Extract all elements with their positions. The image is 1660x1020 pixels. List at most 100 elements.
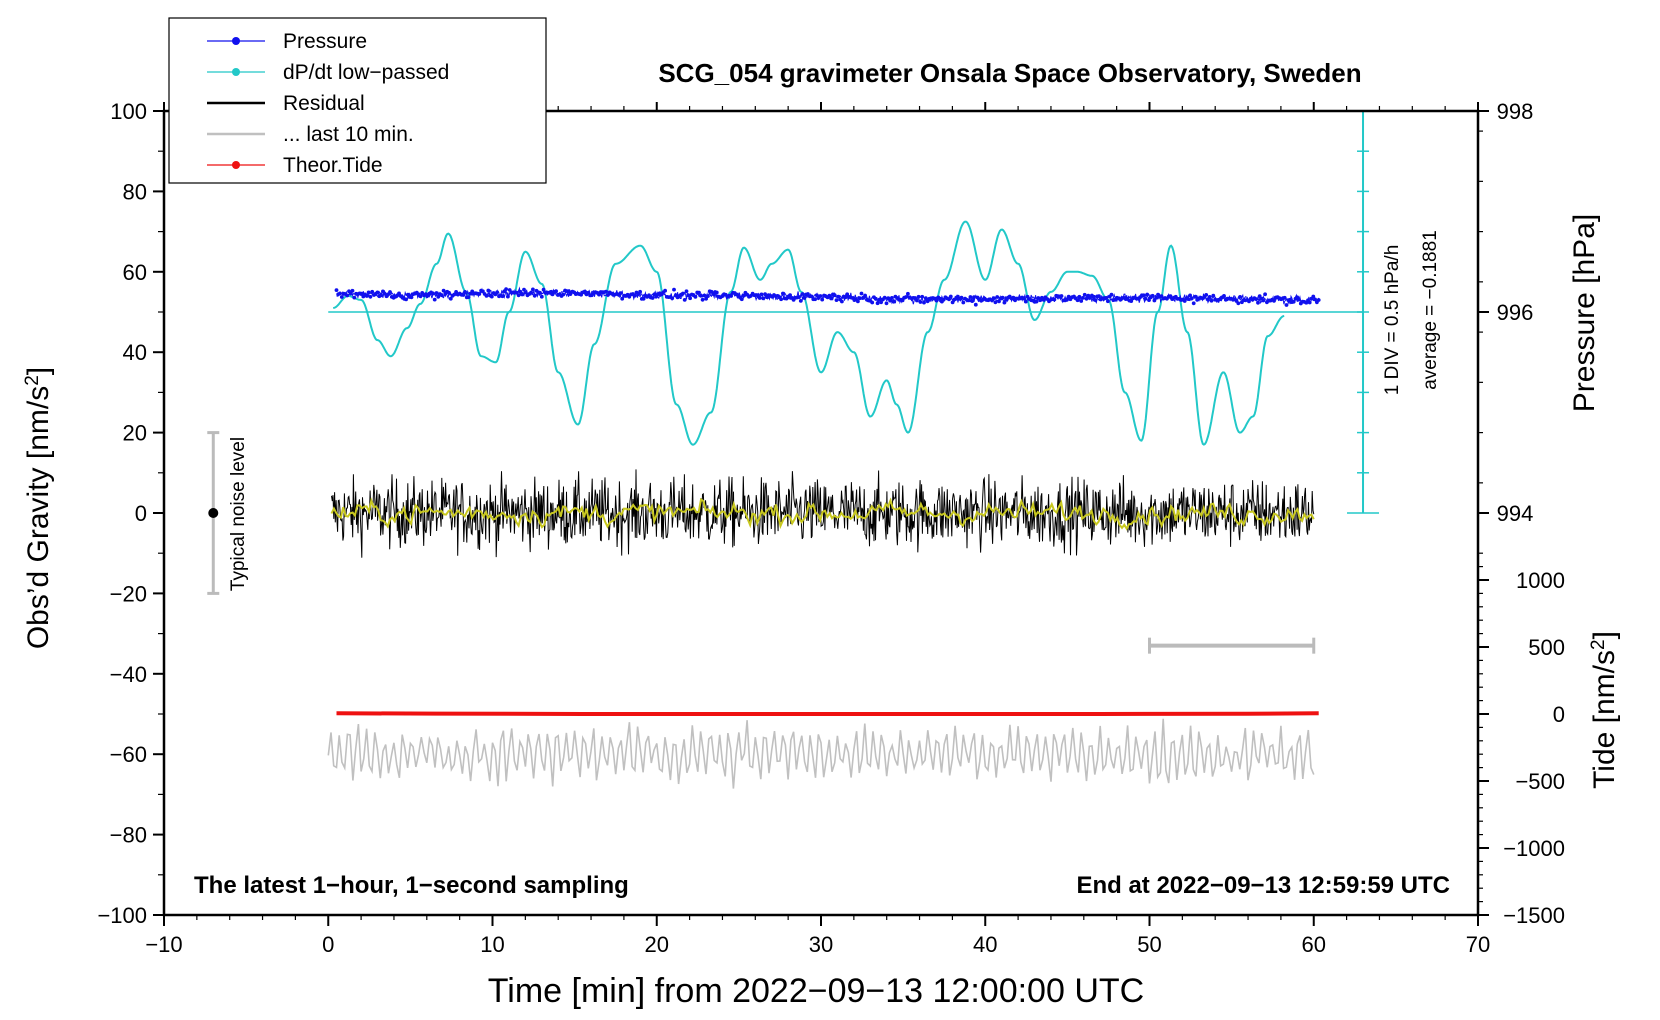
- chart-extras: [207, 110, 1380, 654]
- legend-swatch-dot: [232, 37, 240, 45]
- chart-title: SCG_054 gravimeter Onsala Space Observat…: [658, 58, 1361, 88]
- pressure-point: [961, 300, 966, 305]
- dpdt-average-label: average = −0.1881: [1420, 230, 1441, 390]
- pressure-point: [836, 294, 841, 299]
- y-axis-label-left-sup: 2: [22, 375, 43, 386]
- pressure-point: [359, 291, 364, 296]
- last-10-min-series: [327, 718, 1315, 789]
- pressure-point: [934, 298, 939, 303]
- pressure-point: [1261, 298, 1266, 303]
- x-tick-label: 10: [480, 932, 504, 957]
- pressure-point: [704, 296, 708, 301]
- pressure-point: [788, 293, 792, 297]
- pressure-point: [1284, 303, 1289, 307]
- pressure-point: [970, 299, 975, 303]
- pressure-point: [364, 294, 369, 298]
- pressure-point: [582, 289, 587, 294]
- pressure-point: [873, 297, 878, 301]
- pressure-point: [1291, 299, 1296, 304]
- pressure-point: [884, 301, 889, 306]
- pressure-point: [618, 291, 623, 296]
- pressure-point: [506, 294, 510, 299]
- noise-level-label: Typical noise level: [228, 437, 249, 591]
- pressure-point: [638, 289, 642, 294]
- pressure-point: [1207, 295, 1212, 299]
- tide-tick-label: 500: [1528, 635, 1565, 660]
- pressure-point: [604, 289, 608, 294]
- pressure-point: [1150, 293, 1155, 298]
- pressure-point: [404, 297, 408, 302]
- pressure-point: [761, 296, 766, 301]
- pressure-point: [489, 294, 494, 299]
- pressure-point: [781, 291, 785, 296]
- pressure-point: [1297, 297, 1301, 302]
- pressure-point: [338, 291, 342, 296]
- pressure-point: [447, 290, 451, 295]
- pressure-point: [706, 294, 710, 298]
- pressure-point: [1168, 294, 1173, 299]
- x-tick-label: 50: [1137, 932, 1161, 957]
- pressure-point: [714, 290, 719, 295]
- pressure-point: [809, 294, 814, 299]
- pressure-point: [1079, 299, 1084, 303]
- pressure-point: [916, 294, 921, 299]
- pressure-point: [973, 302, 978, 307]
- tide-tick-label: −500: [1515, 769, 1565, 794]
- pressure-point: [348, 291, 353, 296]
- pressure-point: [882, 295, 887, 300]
- pressure-tick-label: 996: [1497, 300, 1534, 325]
- pressure-point: [906, 291, 910, 296]
- pressure-point: [1059, 294, 1064, 298]
- pressure-point: [1082, 292, 1087, 297]
- pressure-point: [863, 293, 867, 298]
- dpdt-line: [333, 220, 1285, 446]
- x-tick-label: −10: [145, 932, 182, 957]
- pressure-point: [827, 293, 832, 298]
- pressure-point: [1188, 293, 1192, 298]
- pressure-point: [432, 297, 437, 302]
- y-tick-label: −60: [110, 742, 147, 767]
- pressure-point: [923, 296, 928, 301]
- pressure-point: [522, 287, 526, 292]
- y-tick-label: 0: [135, 501, 147, 526]
- pressure-point: [620, 296, 625, 301]
- y-tick-label: −20: [110, 581, 147, 606]
- pressure-point: [1147, 298, 1151, 302]
- x-tick-label: 20: [645, 932, 669, 957]
- pressure-point: [388, 290, 392, 294]
- dpdt-series: [328, 220, 1364, 446]
- pressure-point: [434, 291, 439, 295]
- pressure-point: [890, 296, 894, 300]
- pressure-point: [759, 292, 764, 297]
- pressure-point: [1316, 298, 1321, 302]
- pressure-point: [829, 296, 833, 301]
- residual-smoothed-series: [330, 497, 1315, 531]
- pressure-point: [891, 299, 896, 304]
- pressure-point: [379, 293, 383, 298]
- pressure-point: [959, 295, 964, 300]
- y-axis-label-tide: Tide [nm/s2]: [1588, 631, 1622, 789]
- pressure-point: [375, 290, 380, 295]
- legend-label: dP/dt low−passed: [283, 61, 449, 84]
- y-tick-label: 100: [110, 99, 147, 124]
- y-tick-label: −40: [110, 662, 147, 687]
- pressure-point: [461, 293, 466, 297]
- y-axis-label-left: Obs’d Gravity [nm/s2]: [22, 367, 56, 649]
- pressure-point: [1186, 297, 1191, 301]
- pressure-point: [843, 295, 848, 300]
- pressure-point: [418, 294, 423, 299]
- pressure-point: [1238, 295, 1242, 299]
- pressure-point: [1211, 293, 1216, 298]
- pressure-tick-label: 998: [1497, 99, 1534, 124]
- pressure-point: [1077, 294, 1082, 299]
- pressure-point: [486, 288, 491, 293]
- pressure-point: [922, 300, 926, 305]
- pressure-point: [915, 298, 919, 303]
- pressure-point: [697, 290, 701, 295]
- pressure-point: [1272, 299, 1276, 303]
- pressure-point: [554, 289, 558, 293]
- pressure-point: [454, 290, 458, 294]
- end-time-note: End at 2022−09−13 12:59:59 UTC: [1076, 872, 1450, 899]
- pressure-point: [1145, 292, 1150, 297]
- pressure-point: [820, 297, 825, 302]
